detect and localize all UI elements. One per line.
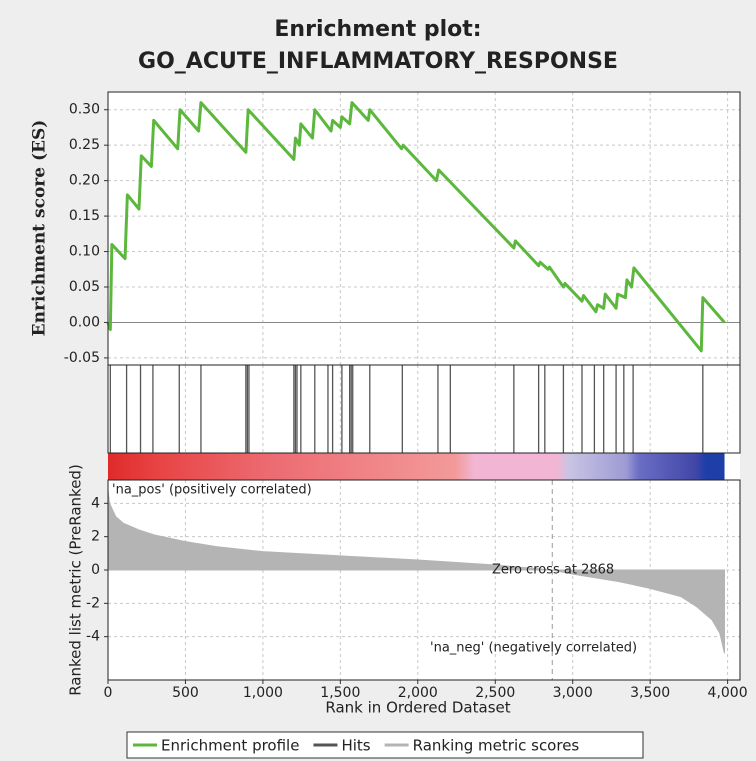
x-tick-label: 500	[172, 685, 199, 701]
y-tick-label: -2	[86, 595, 100, 611]
y-axis-label: Enrichment score (ES)	[30, 120, 50, 337]
metric-area	[107, 489, 726, 654]
y-tick-label: 0	[91, 562, 100, 578]
y-tick-label: 0.25	[69, 137, 100, 153]
y-tick-label: -0.05	[64, 350, 100, 366]
panel-border	[107, 364, 741, 454]
chart-title: GO_ACUTE_INFLAMMATORY_RESPONSE	[138, 49, 618, 74]
y-tick-label: 0.10	[69, 244, 100, 260]
y-tick-label: 0.15	[69, 208, 100, 224]
legend-label: Hits	[341, 737, 370, 755]
chart-title: Enrichment plot:	[274, 17, 481, 42]
y-tick-label: -4	[86, 629, 100, 645]
x-axis-label: Rank in Ordered Dataset	[325, 699, 510, 717]
y-tick-label: 0.00	[69, 314, 100, 330]
x-tick-label: 4,000	[708, 685, 748, 701]
legend-label: Enrichment profile	[161, 737, 299, 755]
rank-color-bar	[108, 453, 740, 480]
x-tick-label: 2,000	[398, 685, 438, 701]
legend-label: Ranking metric scores	[413, 737, 580, 755]
y-tick-label: 0.20	[69, 173, 100, 189]
x-tick-label: 3,500	[630, 685, 670, 701]
x-tick-label: 1,000	[243, 685, 283, 701]
y-tick-label: 0.30	[69, 102, 100, 118]
annotation: 'na_neg' (negatively correlated)	[430, 641, 637, 656]
x-tick-label: 1,500	[320, 685, 360, 701]
y-tick-label: 4	[91, 495, 100, 511]
enrichment-line	[106, 101, 726, 353]
annotation: 'na_pos' (positively correlated)	[112, 483, 312, 498]
annotation: Zero cross at 2868	[492, 563, 614, 578]
panel-border	[107, 479, 741, 681]
y-tick-label: 0.05	[69, 279, 100, 295]
y-tick-label: 2	[91, 529, 100, 545]
x-tick-label: 0	[104, 685, 113, 701]
x-tick-label: 3,000	[553, 685, 593, 701]
plot-background	[108, 92, 740, 680]
x-tick-label: 2,500	[475, 685, 515, 701]
y-axis-label: Ranked list metric (PreRanked)	[67, 464, 85, 696]
